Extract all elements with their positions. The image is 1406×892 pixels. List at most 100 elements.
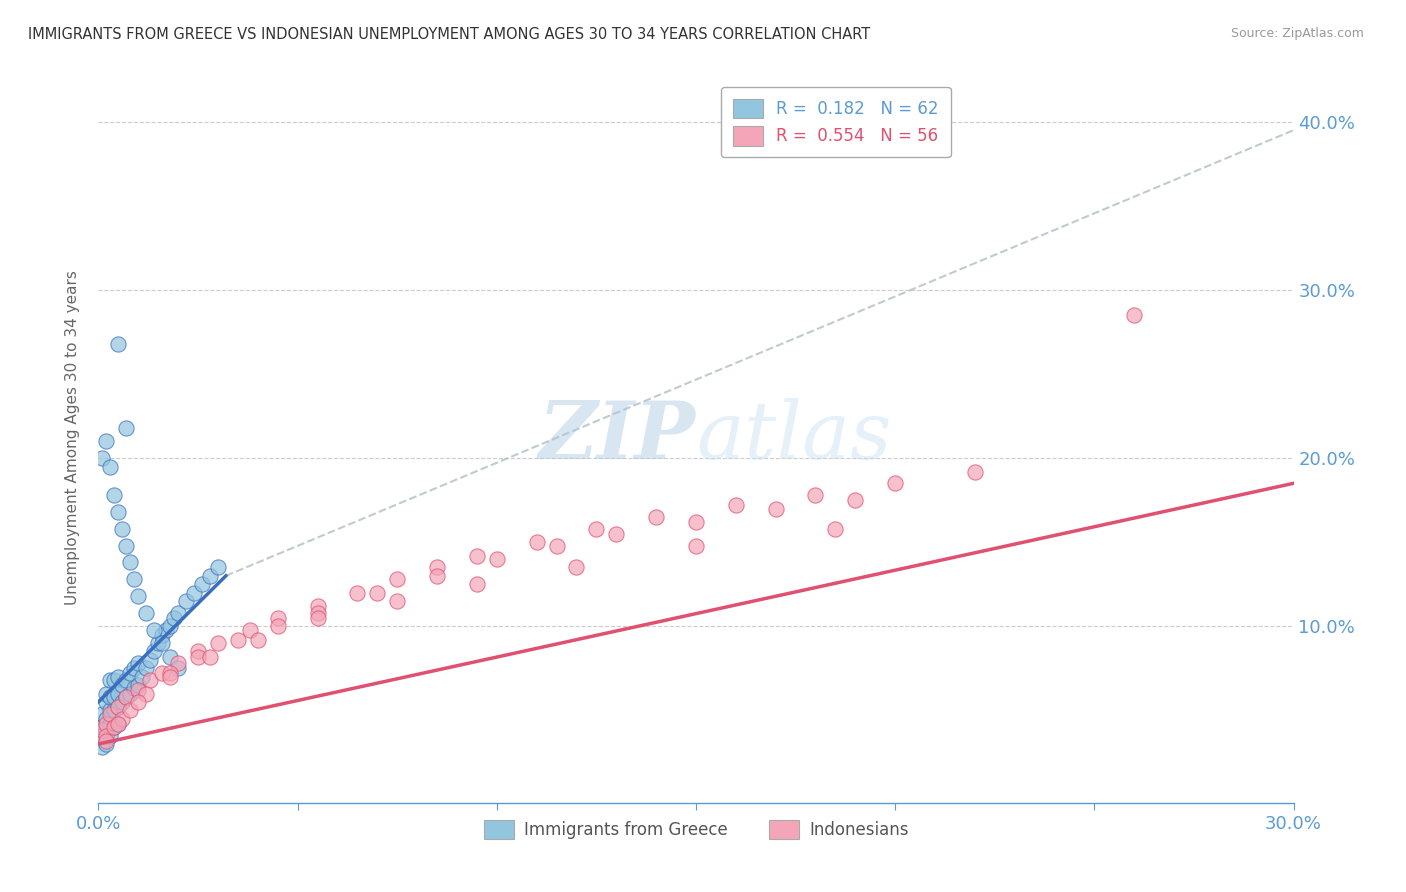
Point <box>585 522 607 536</box>
Point <box>526 535 548 549</box>
Point <box>485 552 508 566</box>
Point <box>98 459 122 474</box>
Point <box>115 673 138 687</box>
Point <box>174 594 197 608</box>
Point <box>98 673 122 687</box>
Point <box>91 729 114 743</box>
Point <box>111 712 134 726</box>
Point <box>605 526 627 541</box>
Point <box>765 501 787 516</box>
Point <box>103 720 125 734</box>
Y-axis label: Unemployment Among Ages 30 to 34 years: Unemployment Among Ages 30 to 34 years <box>65 269 80 605</box>
Point <box>267 611 290 625</box>
Point <box>120 686 142 700</box>
Point <box>111 678 134 692</box>
Point <box>98 690 122 704</box>
Point <box>124 681 146 696</box>
Point <box>107 670 129 684</box>
Point <box>96 434 118 449</box>
Point <box>150 627 173 641</box>
Point <box>465 549 488 563</box>
Point <box>346 585 368 599</box>
Legend: Immigrants from Greece, Indonesians: Immigrants from Greece, Indonesians <box>477 814 915 846</box>
Point <box>804 488 827 502</box>
Point <box>685 539 707 553</box>
Point <box>103 720 125 734</box>
Point <box>91 451 114 466</box>
Point <box>385 572 409 586</box>
Point <box>307 599 329 613</box>
Point <box>107 505 129 519</box>
Point <box>98 706 122 721</box>
Point <box>91 706 114 721</box>
Point <box>115 539 138 553</box>
Point <box>159 666 181 681</box>
Point <box>685 515 707 529</box>
Point <box>135 606 157 620</box>
Point <box>135 686 157 700</box>
Point <box>226 632 249 647</box>
Point <box>139 673 162 687</box>
Point <box>239 623 262 637</box>
Point <box>565 560 588 574</box>
Point <box>884 476 907 491</box>
Point <box>465 577 488 591</box>
Point <box>724 498 747 512</box>
Point <box>111 522 134 536</box>
Point <box>103 690 125 704</box>
Point <box>107 700 129 714</box>
Point <box>98 703 122 717</box>
Point <box>307 611 329 625</box>
Point <box>198 649 221 664</box>
Point <box>107 700 129 714</box>
Point <box>107 716 129 731</box>
Point <box>115 690 138 704</box>
Point <box>120 666 142 681</box>
Point <box>155 623 177 637</box>
Point <box>103 488 125 502</box>
Point <box>844 493 866 508</box>
Point <box>127 695 149 709</box>
Point <box>207 636 229 650</box>
Point <box>96 686 118 700</box>
Point <box>187 649 209 664</box>
Point <box>96 737 118 751</box>
Point <box>127 678 149 692</box>
Point <box>98 729 122 743</box>
Text: atlas: atlas <box>696 399 891 475</box>
Point <box>207 560 229 574</box>
Text: Source: ZipAtlas.com: Source: ZipAtlas.com <box>1230 27 1364 40</box>
Text: ZIP: ZIP <box>538 399 696 475</box>
Point <box>246 632 269 647</box>
Point <box>546 539 568 553</box>
Point <box>127 657 149 671</box>
Point <box>267 619 290 633</box>
Point <box>96 695 118 709</box>
Point <box>139 653 162 667</box>
Point <box>107 686 129 700</box>
Point <box>187 644 209 658</box>
Point <box>115 421 138 435</box>
Point <box>131 670 153 684</box>
Point <box>167 661 190 675</box>
Point <box>143 644 166 658</box>
Point <box>96 733 118 747</box>
Point <box>426 569 449 583</box>
Point <box>91 740 114 755</box>
Point <box>148 636 170 650</box>
Point <box>120 555 142 569</box>
Point <box>824 522 846 536</box>
Point <box>645 510 668 524</box>
Point <box>124 572 146 586</box>
Point <box>150 666 173 681</box>
Point <box>96 723 118 738</box>
Point <box>107 716 129 731</box>
Point <box>163 611 186 625</box>
Point <box>963 465 986 479</box>
Point <box>150 636 173 650</box>
Point <box>127 683 149 698</box>
Point <box>124 661 146 675</box>
Point <box>96 729 118 743</box>
Point <box>143 623 166 637</box>
Point <box>91 723 114 738</box>
